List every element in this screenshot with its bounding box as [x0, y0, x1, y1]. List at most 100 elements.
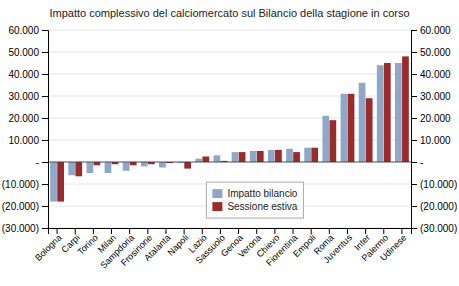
bar	[293, 152, 300, 162]
tick-label: -	[36, 157, 39, 168]
bar-series	[50, 63, 402, 202]
tick-mark	[42, 96, 48, 97]
tick-mark	[42, 30, 48, 31]
bar	[402, 56, 409, 162]
bar	[232, 152, 239, 162]
tick-label: Udinese	[378, 233, 408, 263]
bar	[322, 116, 329, 162]
legend-swatch	[212, 202, 222, 211]
tick: (10.000)	[411, 179, 457, 190]
tick: (20.000)	[2, 201, 48, 212]
grid-line	[48, 74, 411, 75]
tick-mark	[411, 206, 417, 207]
tick-label: 60.000	[420, 25, 451, 36]
tick: Torino	[75, 228, 99, 257]
bar	[341, 94, 348, 162]
bar	[268, 150, 275, 162]
tick-label: 40.000	[420, 69, 451, 80]
tick-mark	[42, 74, 48, 75]
bar	[348, 94, 355, 162]
bar	[366, 98, 373, 162]
tick-label: 20.000	[8, 113, 39, 124]
plot: (30.000) (20.000) (10.000) - 10.000 20.000 30.…	[2, 25, 458, 271]
grid	[48, 30, 411, 228]
axis-domain	[42, 31, 49, 229]
tick: 20.000	[8, 113, 48, 124]
tick: Juventus	[321, 228, 354, 265]
y2-axis: (30.000) (20.000) (10.000) - 10.000 20.000 30.…	[411, 25, 457, 234]
bar	[286, 149, 293, 162]
legend-label: Impatto bilancio	[227, 188, 297, 199]
bar	[214, 155, 221, 162]
tick-label: 10.000	[8, 135, 39, 146]
bar	[130, 162, 137, 165]
tick-label: 50.000	[420, 47, 451, 58]
bar	[141, 162, 148, 166]
bar	[123, 162, 130, 171]
tick-label: Napoli	[166, 233, 191, 258]
bar	[377, 65, 384, 162]
tick: 40.000	[411, 69, 451, 80]
tick-label: (10.000)	[420, 179, 457, 190]
tick: (30.000)	[2, 223, 48, 234]
tick-label: 10.000	[420, 135, 451, 146]
bar	[184, 162, 191, 169]
tick-label: 20.000	[420, 113, 451, 124]
tick: 60.000	[411, 25, 451, 36]
bar	[239, 152, 246, 162]
bar	[94, 162, 101, 165]
bar	[311, 148, 318, 162]
tick: 40.000	[8, 69, 48, 80]
x-axis: BolognaCarpiTorinoMilanSampdoriaFrosinon…	[33, 228, 411, 270]
tick-mark	[411, 162, 417, 163]
tick-mark	[411, 52, 417, 53]
tick-label: (20.000)	[420, 201, 457, 212]
bar	[257, 151, 264, 162]
tick: 10.000	[411, 135, 451, 146]
tick-label: (20.000)	[2, 201, 39, 212]
tick-label: Empoli	[291, 233, 318, 260]
legend-item: Sessione estiva	[212, 201, 297, 212]
tick-mark	[42, 140, 48, 141]
tick: (10.000)	[2, 179, 48, 190]
tick-label: Torino	[75, 233, 99, 257]
tick-label: (10.000)	[2, 179, 39, 190]
tick-label: 30.000	[8, 91, 39, 102]
grid-line	[48, 162, 411, 163]
tick-label: 40.000	[8, 69, 39, 80]
axis-domain	[412, 31, 418, 229]
tick: -	[411, 157, 423, 168]
tick: Udinese	[378, 228, 408, 263]
tick: (20.000)	[411, 201, 457, 212]
bar	[359, 83, 366, 162]
grid-line	[48, 96, 411, 97]
tick-label: (30.000)	[2, 223, 39, 234]
bar	[195, 159, 202, 162]
tick-label: 30.000	[420, 91, 451, 102]
tick: 20.000	[411, 113, 451, 124]
tick-label: 60.000	[8, 25, 39, 36]
tick-mark	[42, 184, 48, 185]
grid-line	[48, 140, 411, 141]
tick: Bologna	[33, 228, 63, 263]
grid-line	[48, 118, 411, 119]
legend-swatch	[212, 189, 222, 198]
tick-mark	[42, 206, 48, 207]
bar	[68, 162, 75, 175]
tick-mark	[42, 52, 48, 53]
bar	[105, 162, 112, 173]
tick-mark	[411, 96, 417, 97]
tick-label: 50.000	[8, 47, 39, 58]
bar	[395, 63, 402, 162]
bar	[50, 162, 57, 202]
tick-label: (30.000)	[420, 223, 457, 234]
title: Impatto complessivo del calciomercato su…	[49, 7, 409, 19]
bars	[50, 56, 409, 201]
bar	[330, 120, 337, 162]
y-axis: (30.000) (20.000) (10.000) - 10.000 20.000 30.…	[2, 25, 49, 234]
legend-item: Impatto bilancio	[212, 188, 297, 199]
baseline	[48, 162, 411, 163]
tick: 50.000	[411, 47, 451, 58]
tick-mark	[411, 30, 417, 31]
tick: 30.000	[411, 91, 451, 102]
